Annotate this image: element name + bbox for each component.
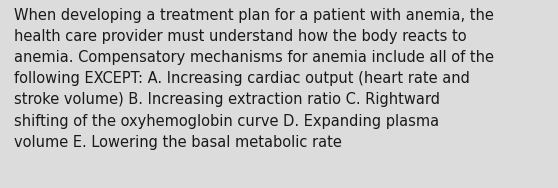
Text: When developing a treatment plan for a patient with anemia, the
health care prov: When developing a treatment plan for a p… (14, 8, 494, 150)
